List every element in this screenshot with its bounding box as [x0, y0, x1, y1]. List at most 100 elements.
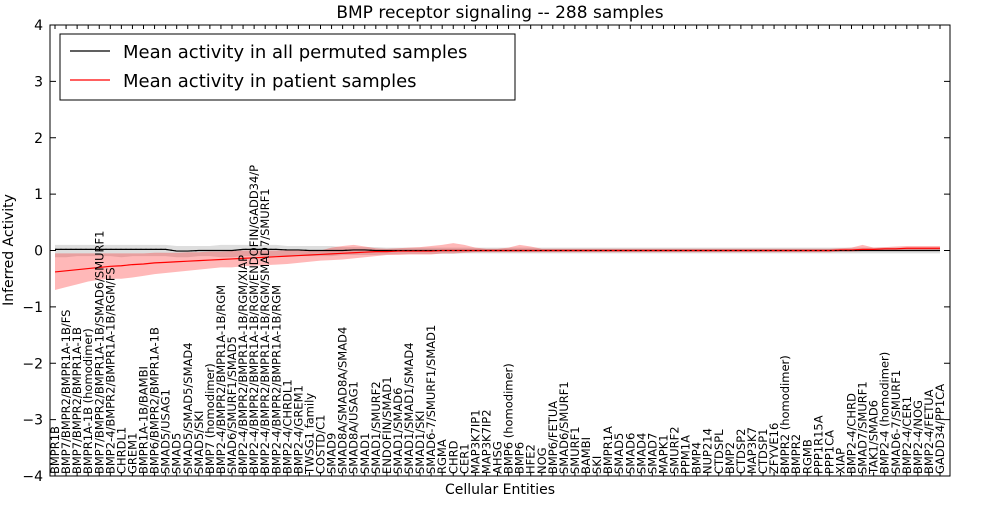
x-tick-label: BMPR1A [601, 426, 615, 474]
x-tick-label: BMPR2 [789, 434, 803, 474]
x-tick-label: BMP2-4/BMPR2/BMPR1A-1B/RGM [214, 285, 228, 474]
x-tick-label: MAP3K7IP1 [468, 409, 482, 474]
x-tick-label: SMAD6 [623, 433, 637, 474]
x-tick-label: BMP2-4/BMPR2/BMPR1A-1B/RGM/XIAP [236, 255, 250, 474]
x-tick-label: BMP2-4/CER1 [900, 396, 914, 474]
x-tick-label: SMAD8A/SMAD8A/SMAD4 [336, 327, 350, 474]
x-tick-label: CTDSPL [712, 429, 726, 474]
x-tick-label: BMP2-4/BMPR2/BMPR1A-1B/RGM [269, 285, 283, 474]
x-tick-label: BMP2-4/NOG [911, 400, 925, 474]
x-tick-label: SMURF2 [668, 426, 682, 474]
x-tick-label: BMP7 (homodimer) [203, 363, 217, 474]
x-tick-label: PPM1A [679, 435, 693, 474]
x-tick-label: BMP6/FETUA [546, 401, 560, 474]
x-tick-label: BMP2 [723, 442, 737, 474]
y-tick-label: −3 [22, 413, 43, 429]
x-tick-label: BMPR2 (homodimer) [778, 355, 792, 474]
y-tick-label: 4 [34, 18, 43, 34]
x-tick-label: NUP214 [701, 428, 715, 474]
x-tick-label: SMAD1/SMAD1/SMAD4 [402, 342, 416, 474]
x-tick-label: SMAD7/SMURF1 [856, 381, 870, 474]
x-tick-label: BMP7/BMPR2/BMPR1A-1B/FS [59, 310, 73, 474]
x-tick-label: BMP6 (homodimer) [502, 363, 516, 474]
x-tick-label: BMPR1B [48, 426, 62, 474]
x-tick-label: SMAD7 [645, 433, 659, 474]
x-tick-label: BMP2-4/BMPR2/BMPR1A-1B/RGM/FS [103, 267, 117, 474]
x-tick-label: PPP1R15A [811, 415, 825, 474]
x-tick-label: BMPR1A-1B (homodimer) [81, 328, 95, 474]
series-band-1 [55, 243, 940, 290]
x-tick-label: BMP2-4/CHRDL1 [280, 379, 294, 474]
x-tick-label: CTDSP1 [756, 429, 770, 474]
x-axis: BMPR1BBMP7/BMPR2/BMPR1A-1B/FSBMP7/BMPR2/… [48, 25, 947, 476]
x-tick-label: RGMB [800, 439, 814, 474]
y-tick-label: 3 [34, 74, 43, 90]
x-tick-label: GREM1 [125, 433, 139, 474]
x-tick-label: BMP2-4 (homodimer) [878, 352, 892, 474]
x-tick-label: SMAD1/SKI [413, 411, 427, 474]
y-tick-label: 2 [34, 131, 43, 147]
x-tick-label: COSTD/C1 [314, 415, 328, 474]
x-tick-label: SMAD6-7/SMURF1/SMAD1 [424, 325, 438, 474]
x-tick-label: CHRDL1 [114, 427, 128, 474]
x-tick-label: RGMA [435, 439, 449, 474]
y-tick-label: −2 [22, 356, 43, 372]
x-tick-label: BMP7/BMPR2/BMPR1A-1B/SMAD6/SMURF1 [92, 231, 106, 474]
x-tick-label: SMAD4 [634, 433, 648, 474]
x-tick-label: SMAD6-7/SMURF1 [889, 370, 903, 474]
x-tick-label: BMP2-4/GREM1 [291, 385, 305, 474]
x-tick-label: AHSG [491, 441, 505, 474]
y-tick-label: −4 [22, 469, 43, 485]
x-tick-label: SMAD6/SMURF1/SMAD5 [225, 336, 239, 474]
x-tick-label: SKI [590, 456, 604, 474]
x-tick-label: ENDOFIN/SMAD1 [380, 376, 394, 474]
x-axis-label: Cellular Entities [445, 482, 555, 498]
series-line-1 [54, 247, 940, 273]
x-tick-label: SMAD5 [170, 433, 184, 474]
x-tick-label: BMP4 [690, 442, 704, 474]
legend-label-patient: Mean activity in patient samples [123, 71, 417, 92]
plot-area [54, 243, 940, 290]
x-tick-label: SMAD1/SMURF2 [369, 381, 383, 474]
x-tick-label: TWSG1 family [302, 393, 316, 475]
x-tick-label: BMP6/BMPR2/BMPR1A-1B [148, 327, 162, 474]
x-tick-label: MAP3K7IP2 [479, 409, 493, 474]
x-tick-label: SMAD6/SMURF1 [557, 381, 571, 474]
x-tick-label: HFE2 [524, 444, 538, 474]
x-tick-label: BMP7/BMPR2/BMPR1A-1B [70, 327, 84, 474]
x-tick-label: BMP2-4/BMPR2/BMPR1A-1B/RGM/SMAD7/SMURF1 [258, 188, 272, 474]
y-tick-label: 0 [34, 244, 43, 260]
x-tick-label: SMAD5 [612, 433, 626, 474]
x-tick-label: MAP3K7 [745, 427, 759, 474]
legend-box [59, 33, 516, 101]
x-tick-label: CHRD [446, 440, 460, 474]
x-tick-label: TAK1/SMAD6 [867, 400, 881, 475]
chart-title: BMP receptor signaling -- 288 samples [336, 3, 663, 23]
x-tick-label: BMP2-4/FETUA [922, 389, 936, 474]
x-tick-label: BMP6 [513, 442, 527, 474]
y-axis-label: Inferred Activity [1, 194, 17, 306]
x-tick-label: NOG [535, 447, 549, 474]
x-tick-label: SMAD8A/USAG1 [347, 381, 361, 474]
y-tick-label: −1 [22, 300, 43, 316]
x-tick-label: MAPK1 [656, 434, 670, 474]
x-tick-label: GADD34/PP1CA [933, 384, 947, 474]
x-tick-label: SMAD5/SMAD5/SMAD4 [181, 342, 195, 474]
y-axis: −4 −3 −2 −1 0 1 2 3 4 [22, 18, 950, 485]
x-tick-label: SMAD1 [358, 433, 372, 474]
x-tick-label: SMAD9 [325, 433, 339, 474]
x-tick-label: PPP1CA [822, 430, 836, 474]
x-tick-label: SMAD1/SMAD6 [391, 388, 405, 474]
x-tick-label: CER1 [457, 443, 471, 474]
x-tick-label: SMAD5/USAG1 [159, 389, 173, 474]
x-tick-label: ZFYVE16 [767, 423, 781, 474]
legend-label-permuted: Mean activity in all permuted samples [123, 42, 467, 63]
x-tick-label: SMAD5/SKI [192, 411, 206, 474]
x-tick-label: BMP2-4/CHRD [845, 393, 859, 474]
x-tick-label: BAMBI [579, 437, 593, 474]
x-tick-label: BMP2-4/BMPR2/BMPR1A-1B/RGM/ENDOFIN/GADD3… [247, 165, 261, 474]
legend: Mean activity in all permuted samples Me… [59, 33, 516, 101]
x-tick-label: SMURF1 [568, 426, 582, 474]
